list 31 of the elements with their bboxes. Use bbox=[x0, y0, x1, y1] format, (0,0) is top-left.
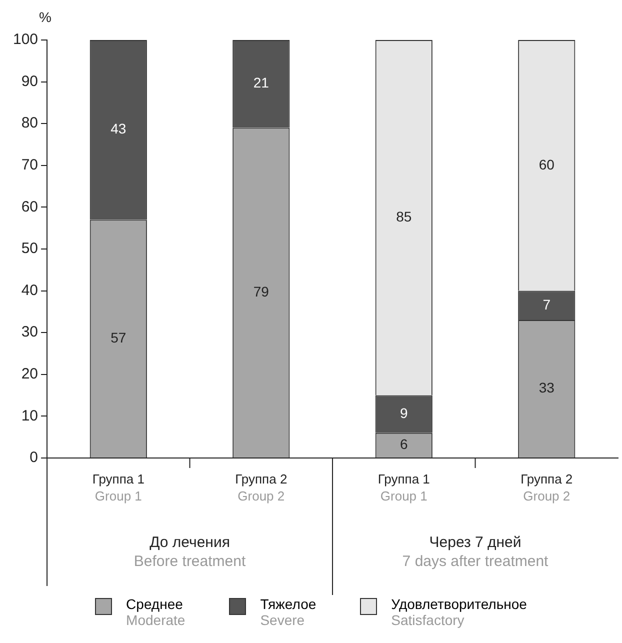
data-label: 79 bbox=[253, 284, 270, 300]
data-label: 85 bbox=[396, 208, 412, 225]
legend-label: Тяжелое Severe bbox=[260, 596, 316, 628]
data-label: 33 bbox=[538, 380, 555, 396]
y-tick-label: 80 bbox=[21, 114, 38, 132]
y-tick-label: 10 bbox=[21, 407, 38, 424]
y-tick-label: 20 bbox=[21, 366, 38, 383]
data-label: 60 bbox=[538, 156, 555, 172]
data-label: 21 bbox=[253, 74, 270, 91]
data-label: 57 bbox=[110, 329, 126, 346]
y-tick-label: 50 bbox=[21, 240, 38, 258]
y-tick-label: 90 bbox=[21, 72, 38, 90]
x-tick-label: Группа 1 Group 1 bbox=[92, 472, 144, 504]
y-tick-label: 100 bbox=[12, 31, 38, 48]
data-label: 9 bbox=[400, 404, 408, 421]
legend-label: Удовлетворительное Satisfactory bbox=[391, 596, 527, 628]
x-tick-label: Группа 2 Group 2 bbox=[520, 472, 573, 504]
text: До лечения Before treatment bbox=[134, 534, 246, 570]
data-label: 43 bbox=[110, 120, 126, 137]
y-tick-label: 30 bbox=[21, 324, 38, 341]
y-tick-label: 40 bbox=[21, 282, 38, 299]
data-label: 7 bbox=[542, 296, 551, 312]
x-tick-label: Группа 2 Group 2 bbox=[235, 472, 288, 504]
y-tick-label: 0 bbox=[30, 449, 38, 466]
x-tick-label: Группа 1 Group 1 bbox=[378, 472, 430, 504]
y-tick-label: 60 bbox=[21, 198, 38, 216]
data-label: 6 bbox=[400, 436, 408, 452]
legend-label: Среднее Moderate bbox=[126, 596, 186, 628]
y-tick-label: 70 bbox=[21, 156, 38, 174]
text: Через 7 дней 7 days after treatment bbox=[402, 534, 550, 570]
y-axis-title: % bbox=[39, 8, 52, 25]
